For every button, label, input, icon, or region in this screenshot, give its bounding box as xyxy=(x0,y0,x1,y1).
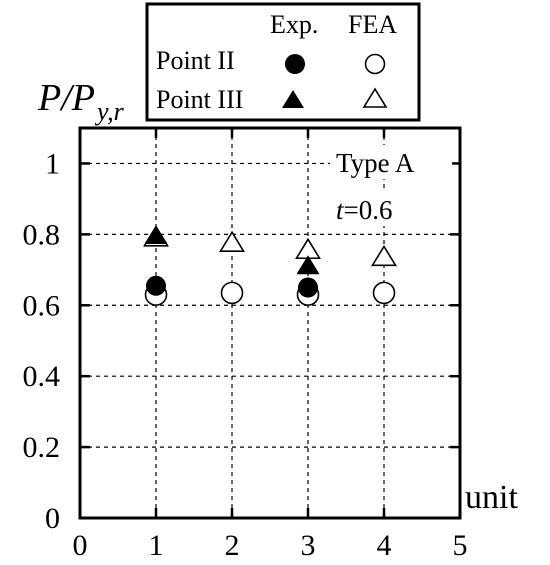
y-tick-label: 1 xyxy=(45,147,60,180)
plot-background xyxy=(80,128,460,518)
y-tick-label: 0.6 xyxy=(23,289,61,322)
annotation-type-label: Type A xyxy=(336,148,415,178)
point-point-iii-exp xyxy=(144,225,168,245)
x-tick-labels: 0 1 2 3 4 5 xyxy=(73,529,468,562)
legend-marker-point-iii-exp xyxy=(282,90,304,108)
annotation-t: t=0.6 xyxy=(336,195,393,225)
point-point-ii-fea xyxy=(372,281,396,305)
annotation-t-value: =0.6 xyxy=(344,195,393,225)
y-tick-label: 0.4 xyxy=(23,360,61,393)
legend-header-exp: Exp. xyxy=(270,10,318,39)
point-point-ii-exp xyxy=(146,275,166,296)
x-tick-label: 2 xyxy=(225,529,240,562)
legend-marker-point-ii-exp xyxy=(285,54,305,74)
x-axis-label: unit xyxy=(465,479,518,516)
y-tick-label: 0.8 xyxy=(23,218,61,251)
legend: Exp. FEA Point II Point III xyxy=(145,2,421,122)
x-tick-label: 0 xyxy=(73,529,88,562)
x-tick-label: 4 xyxy=(377,529,392,562)
point-point-ii-exp xyxy=(298,277,318,298)
y-tick-label: 0.2 xyxy=(23,431,61,464)
legend-header-fea: FEA xyxy=(348,10,397,39)
y-tick-labels: 0 0.2 0.4 0.6 0.8 1 xyxy=(23,147,61,535)
annotation-t-symbol: t xyxy=(336,195,345,225)
point-point-iii-fea xyxy=(371,244,397,267)
legend-label-point-iii: Point III xyxy=(156,85,243,114)
legend-marker-point-iii-fea xyxy=(362,87,388,108)
plot-area: Type A t=0.6 xyxy=(78,126,462,520)
legend-label-point-ii: Point II xyxy=(156,46,235,75)
annotation-background xyxy=(330,145,452,179)
x-tick-label: 1 xyxy=(149,529,164,562)
point-point-iii-fea xyxy=(219,230,245,252)
plot-frame xyxy=(78,126,462,520)
x-tick-label: 3 xyxy=(301,529,316,562)
y-axis-label: P/Py,r xyxy=(37,77,125,126)
x-tick-label: 5 xyxy=(453,529,468,562)
point-point-ii-fea xyxy=(220,281,244,305)
y-tick-label: 0 xyxy=(45,502,60,535)
legend-marker-point-ii-fea xyxy=(364,53,386,75)
annotation: Type A t=0.6 xyxy=(330,145,452,226)
data-points xyxy=(143,225,397,306)
y-axis-label-subscript: y,r xyxy=(94,97,125,126)
point-point-iii-exp xyxy=(296,255,320,275)
annotation-t-background xyxy=(333,192,419,226)
